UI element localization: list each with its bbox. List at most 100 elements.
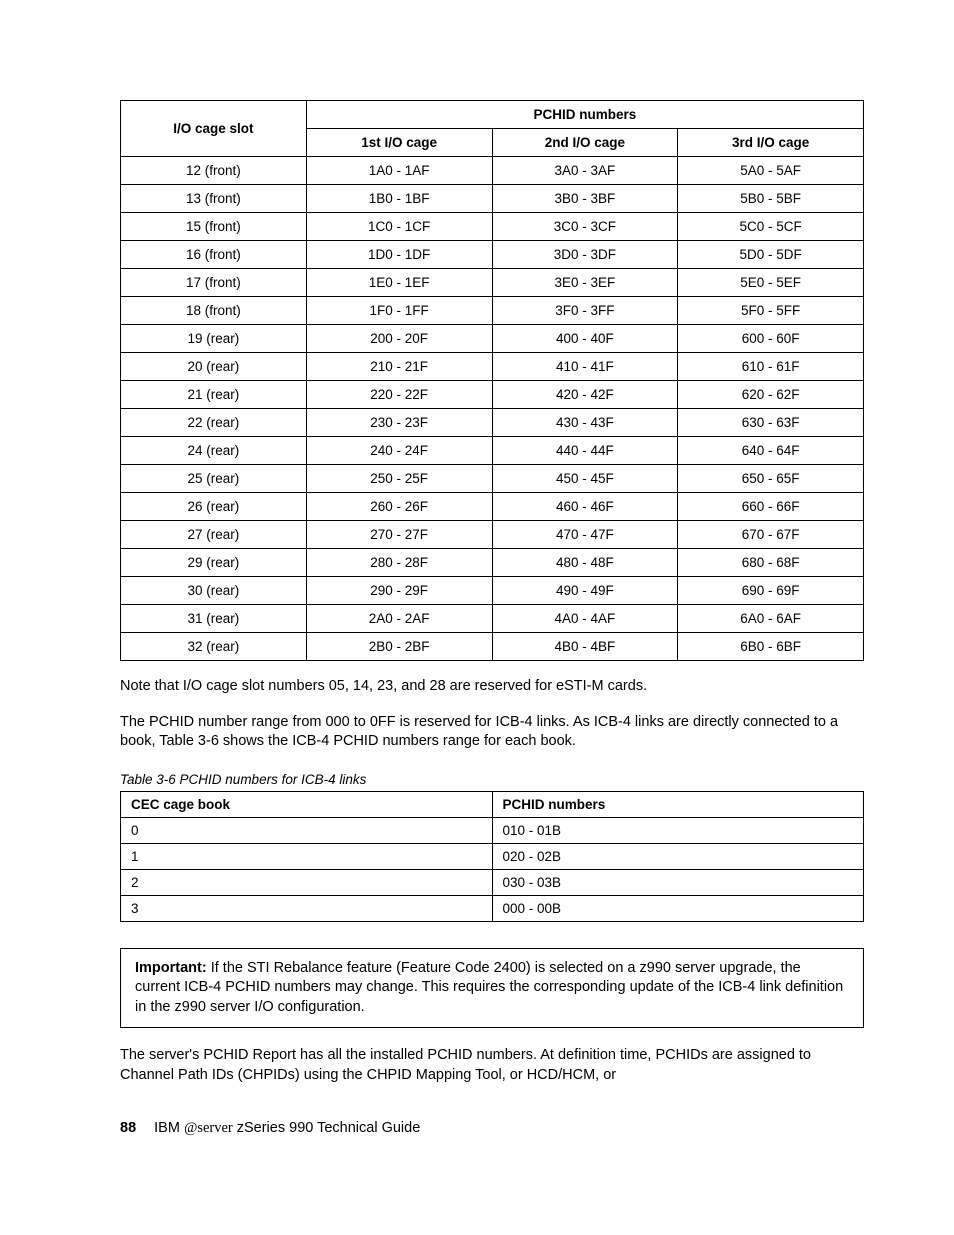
important-note: Important: If the STI Rebalance feature …	[120, 948, 864, 1029]
table-cell: 3B0 - 3BF	[492, 185, 678, 213]
table-row: 18 (front)1F0 - 1FF3F0 - 3FF5F0 - 5FF	[121, 297, 864, 325]
table-cell: 2B0 - 2BF	[306, 633, 492, 661]
table-row: 19 (rear)200 - 20F400 - 40F600 - 60F	[121, 325, 864, 353]
table-row: 31 (rear)2A0 - 2AF4A0 - 4AF6A0 - 6AF	[121, 605, 864, 633]
table-cell: 5B0 - 5BF	[678, 185, 864, 213]
table-cell: 420 - 42F	[492, 381, 678, 409]
page-number: 88	[120, 1120, 136, 1136]
table-cell: 000 - 00B	[492, 895, 864, 921]
table-row: 20 (rear)210 - 21F410 - 41F610 - 61F	[121, 353, 864, 381]
table-cell: 690 - 69F	[678, 577, 864, 605]
col-cage3: 3rd I/O cage	[678, 129, 864, 157]
table-cell: 32 (rear)	[121, 633, 307, 661]
table-cell: 15 (front)	[121, 213, 307, 241]
table-3-6-caption: Table 3-6 PCHID numbers for ICB-4 links	[120, 772, 864, 787]
table-row: 0010 - 01B	[121, 817, 864, 843]
table-cell: 3D0 - 3DF	[492, 241, 678, 269]
table-cell: 5A0 - 5AF	[678, 157, 864, 185]
note-icb4: The PCHID number range from 000 to 0FF i…	[120, 713, 864, 752]
table-cell: 410 - 41F	[492, 353, 678, 381]
table-cell: 6B0 - 6BF	[678, 633, 864, 661]
table-cell: 450 - 45F	[492, 465, 678, 493]
table-row: 26 (rear)260 - 26F460 - 46F660 - 66F	[121, 493, 864, 521]
table-cell: 400 - 40F	[492, 325, 678, 353]
table-cell: 3A0 - 3AF	[492, 157, 678, 185]
table-cell: 4A0 - 4AF	[492, 605, 678, 633]
table-cell: 240 - 24F	[306, 437, 492, 465]
table-cell: 5E0 - 5EF	[678, 269, 864, 297]
table-row: 15 (front)1C0 - 1CF3C0 - 3CF5C0 - 5CF	[121, 213, 864, 241]
icb4-table: CEC cage book PCHID numbers 0010 - 01B10…	[120, 791, 864, 922]
table-cell: 19 (rear)	[121, 325, 307, 353]
table-cell: 31 (rear)	[121, 605, 307, 633]
table-row: 32 (rear)2B0 - 2BF4B0 - 4BF6B0 - 6BF	[121, 633, 864, 661]
icb-col-book: CEC cage book	[121, 791, 493, 817]
table-cell: 1E0 - 1EF	[306, 269, 492, 297]
note-esti: Note that I/O cage slot numbers 05, 14, …	[120, 677, 864, 697]
table-cell: 470 - 47F	[492, 521, 678, 549]
table-cell: 220 - 22F	[306, 381, 492, 409]
table-cell: 460 - 46F	[492, 493, 678, 521]
table-cell: 280 - 28F	[306, 549, 492, 577]
col-cage2: 2nd I/O cage	[492, 129, 678, 157]
table-row: 3000 - 00B	[121, 895, 864, 921]
table-row: 16 (front)1D0 - 1DF3D0 - 3DF5D0 - 5DF	[121, 241, 864, 269]
important-label: Important:	[135, 960, 207, 976]
important-text: If the STI Rebalance feature (Feature Co…	[135, 960, 843, 1015]
table-row: 2030 - 03B	[121, 869, 864, 895]
footer-before: IBM	[154, 1120, 184, 1136]
table-cell: 25 (rear)	[121, 465, 307, 493]
table-cell: 620 - 62F	[678, 381, 864, 409]
table-cell: 1	[121, 843, 493, 869]
table-cell: 1D0 - 1DF	[306, 241, 492, 269]
table-cell: 010 - 01B	[492, 817, 864, 843]
table-cell: 200 - 20F	[306, 325, 492, 353]
table-cell: 2	[121, 869, 493, 895]
table-cell: 17 (front)	[121, 269, 307, 297]
table-cell: 660 - 66F	[678, 493, 864, 521]
table-cell: 430 - 43F	[492, 409, 678, 437]
table-cell: 5C0 - 5CF	[678, 213, 864, 241]
table-cell: 020 - 02B	[492, 843, 864, 869]
table-cell: 4B0 - 4BF	[492, 633, 678, 661]
table-cell: 5D0 - 5DF	[678, 241, 864, 269]
table-cell: 290 - 29F	[306, 577, 492, 605]
table-cell: 21 (rear)	[121, 381, 307, 409]
table-cell: 30 (rear)	[121, 577, 307, 605]
table-cell: 5F0 - 5FF	[678, 297, 864, 325]
table-cell: 1A0 - 1AF	[306, 157, 492, 185]
closing-paragraph: The server's PCHID Report has all the in…	[120, 1046, 864, 1085]
table-row: 13 (front)1B0 - 1BF3B0 - 3BF5B0 - 5BF	[121, 185, 864, 213]
table-cell: 630 - 63F	[678, 409, 864, 437]
table-cell: 29 (rear)	[121, 549, 307, 577]
table-cell: 1C0 - 1CF	[306, 213, 492, 241]
col-cage1: 1st I/O cage	[306, 129, 492, 157]
table-cell: 3E0 - 3EF	[492, 269, 678, 297]
eserver-logo: @server	[184, 1120, 233, 1136]
table-cell: 270 - 27F	[306, 521, 492, 549]
table-row: 30 (rear)290 - 29F490 - 49F690 - 69F	[121, 577, 864, 605]
table-cell: 490 - 49F	[492, 577, 678, 605]
table-cell: 030 - 03B	[492, 869, 864, 895]
table-row: 29 (rear)280 - 28F480 - 48F680 - 68F	[121, 549, 864, 577]
table-cell: 2A0 - 2AF	[306, 605, 492, 633]
table-cell: 3	[121, 895, 493, 921]
icb-col-pchid: PCHID numbers	[492, 791, 864, 817]
table-cell: 20 (rear)	[121, 353, 307, 381]
page-content: I/O cage slot PCHID numbers 1st I/O cage…	[0, 0, 954, 1177]
table-cell: 3C0 - 3CF	[492, 213, 678, 241]
table-cell: 480 - 48F	[492, 549, 678, 577]
table-cell: 18 (front)	[121, 297, 307, 325]
table-row: 24 (rear)240 - 24F440 - 44F640 - 64F	[121, 437, 864, 465]
table-cell: 6A0 - 6AF	[678, 605, 864, 633]
table-row: 21 (rear)220 - 22F420 - 42F620 - 62F	[121, 381, 864, 409]
table-row: 22 (rear)230 - 23F430 - 43F630 - 63F	[121, 409, 864, 437]
table-cell: 22 (rear)	[121, 409, 307, 437]
table-cell: 1B0 - 1BF	[306, 185, 492, 213]
col-io-slot: I/O cage slot	[121, 101, 307, 157]
table-cell: 440 - 44F	[492, 437, 678, 465]
table-cell: 640 - 64F	[678, 437, 864, 465]
table-cell: 0	[121, 817, 493, 843]
table-cell: 230 - 23F	[306, 409, 492, 437]
table-cell: 680 - 68F	[678, 549, 864, 577]
